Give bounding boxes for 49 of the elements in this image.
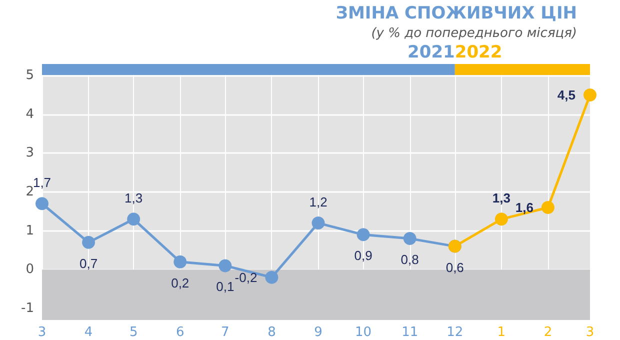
data-label: 0,8	[400, 252, 419, 268]
chart-subtitle: (у % до попереднього місяця)	[371, 26, 578, 41]
data-label: 0,9	[354, 248, 372, 264]
point	[82, 236, 96, 249]
point	[312, 216, 325, 230]
data-label: 1,6	[515, 200, 534, 216]
point	[541, 201, 554, 214]
band-label: 2021	[408, 42, 455, 62]
x-tick-label: 1	[497, 325, 506, 340]
x-tick-label: 3	[38, 325, 46, 340]
data-label: 0,2	[171, 275, 190, 290]
x-tick-label: 12	[446, 325, 464, 340]
x-tick-label: 6	[176, 325, 184, 340]
x-tick-label: 10	[355, 325, 372, 340]
y-tick-label: 2	[26, 184, 34, 200]
x-tick-label: 9	[314, 325, 322, 340]
x-tick-label: 3	[586, 325, 594, 340]
chart-title: ЗМІНА СПОЖИВЧИХ ЦІН	[336, 4, 578, 24]
data-label: 0,1	[216, 279, 234, 294]
point	[403, 232, 416, 246]
x-tick-label: 4	[84, 325, 93, 340]
x-tick-label: 7	[221, 325, 230, 340]
y-tick-label: 5	[26, 68, 34, 84]
x-tick-label: 5	[129, 325, 138, 340]
point	[174, 255, 187, 268]
y-tick-label: 4	[26, 106, 34, 122]
data-label: 1,3	[124, 190, 143, 206]
point	[265, 270, 278, 284]
data-label: -0,2	[234, 270, 258, 285]
data-label: 0,7	[80, 256, 98, 271]
data-label: 0,6	[446, 260, 464, 275]
y-tick-label: 0	[26, 262, 34, 278]
x-tick-label: 11	[402, 325, 418, 340]
data-label: 1,7	[32, 175, 52, 190]
point	[218, 259, 232, 272]
x-tick-label: 8	[268, 325, 276, 340]
point	[584, 88, 596, 102]
point	[36, 197, 48, 210]
y-tick-label: 3	[26, 146, 34, 161]
band-label: 2022	[454, 42, 502, 62]
data-label: 1,3	[492, 190, 510, 206]
point	[494, 212, 508, 226]
y-tick-label: -1	[21, 300, 34, 316]
data-label: 1,2	[309, 194, 328, 210]
data-label: 4,5	[557, 88, 576, 103]
y-tick-label: 1	[26, 223, 34, 238]
x-tick-label: 2	[544, 325, 552, 340]
point	[356, 228, 370, 242]
point	[127, 212, 140, 226]
